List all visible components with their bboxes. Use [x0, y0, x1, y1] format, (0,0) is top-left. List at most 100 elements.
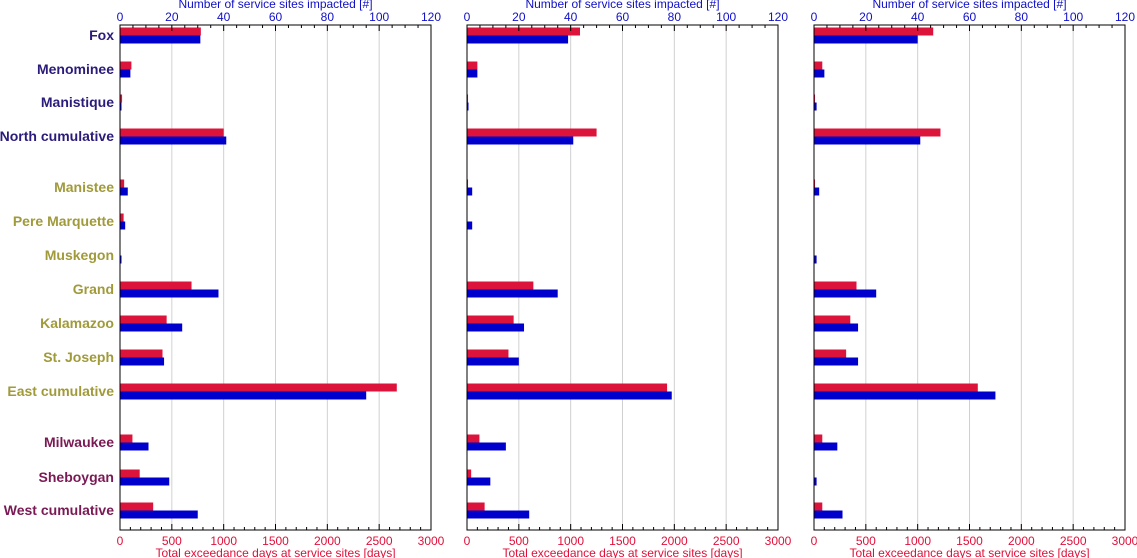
category-label: Manistique	[41, 94, 114, 110]
bar-sites	[120, 221, 126, 230]
x-axis-title-top: Number of service sites impacted [#]	[178, 0, 372, 11]
bar-days	[467, 179, 469, 188]
tick-label-bottom: 2500	[366, 534, 393, 548]
bar-sites	[814, 289, 877, 298]
tick-label-bottom: 1000	[904, 534, 931, 548]
bar-days	[120, 469, 140, 478]
tick-label-top: 100	[1063, 10, 1083, 24]
bar-days	[120, 61, 132, 70]
bar-sites	[814, 442, 838, 451]
bar-days	[120, 213, 124, 222]
bar-sites	[814, 323, 859, 332]
bar-sites	[120, 391, 367, 400]
bar-days	[467, 434, 480, 443]
bar-sites	[120, 255, 122, 264]
bar-days	[120, 94, 123, 103]
bar-sites	[120, 289, 219, 298]
bar-sites	[814, 477, 817, 486]
bar-sites	[120, 323, 183, 332]
category-label: Sheboygan	[39, 469, 114, 485]
category-label: St. Joseph	[43, 349, 114, 365]
tick-label-bottom: 500	[162, 534, 182, 548]
tick-label-bottom: 1500	[609, 534, 636, 548]
tick-label-top: 60	[616, 10, 630, 24]
tick-label-top: 0	[117, 10, 124, 24]
category-label: Fox	[89, 27, 114, 43]
category-label: East cumulative	[7, 383, 114, 399]
tick-label-bottom: 1000	[557, 534, 584, 548]
tick-label-bottom: 1500	[956, 534, 983, 548]
bar-sites	[814, 510, 843, 519]
tick-label-bottom: 500	[509, 534, 529, 548]
category-label: Manistee	[54, 179, 114, 195]
tick-label-top: 20	[512, 10, 526, 24]
bar-days	[120, 27, 201, 36]
bar-sites	[120, 442, 149, 451]
bar-days	[120, 179, 125, 188]
bar-sites	[120, 357, 165, 366]
tick-label-top: 100	[716, 10, 736, 24]
bar-days	[467, 281, 534, 290]
tick-label-bottom: 3000	[1112, 534, 1137, 548]
x-axis-title-bottom: Total exceedance days at service sites […	[155, 546, 395, 558]
category-label: Grand	[73, 281, 114, 297]
bar-sites	[814, 69, 825, 78]
tick-label-top: 120	[1115, 10, 1135, 24]
tick-label-top: 20	[859, 10, 873, 24]
bar-sites	[467, 35, 569, 44]
tick-label-top: 120	[421, 10, 441, 24]
tick-label-bottom: 3000	[418, 534, 445, 548]
bar-sites	[120, 187, 128, 196]
bar-days	[467, 94, 469, 103]
bar-days	[814, 61, 823, 70]
bar-sites	[814, 136, 921, 145]
tick-label-top: 120	[768, 10, 788, 24]
bar-sites	[467, 102, 469, 111]
bar-sites	[814, 255, 817, 264]
bar-sites	[814, 102, 817, 111]
category-label: Milwaukee	[44, 434, 114, 450]
tick-label-bottom: 1500	[262, 534, 289, 548]
bar-days	[120, 434, 133, 443]
tick-label-top: 60	[269, 10, 283, 24]
tick-label-top: 80	[668, 10, 682, 24]
bar-days	[467, 128, 597, 137]
bar-sites	[120, 69, 131, 78]
bar-sites	[467, 477, 491, 486]
bar-sites	[467, 323, 525, 332]
bar-days	[814, 27, 934, 36]
x-axis-title-bottom: Total exceedance days at service sites […	[502, 546, 742, 558]
bar-days	[814, 502, 823, 511]
bar-sites	[467, 69, 478, 78]
tick-label-top: 40	[564, 10, 578, 24]
bar-days	[467, 502, 485, 511]
bar-sites	[814, 357, 859, 366]
bar-sites	[120, 102, 122, 111]
bar-days	[814, 315, 851, 324]
tick-label-bottom: 1000	[210, 534, 237, 548]
bar-days	[467, 61, 478, 70]
tick-label-bottom: 500	[856, 534, 876, 548]
category-label: Pere Marquette	[13, 213, 114, 229]
bar-days	[814, 349, 847, 358]
tick-label-bottom: 0	[117, 534, 124, 548]
x-axis-title-bottom: Total exceedance days at service sites […	[849, 546, 1089, 558]
category-label: North cumulative	[0, 128, 114, 144]
bar-days	[814, 281, 857, 290]
tick-label-bottom: 2500	[1060, 534, 1087, 548]
tick-label-bottom: 3000	[765, 534, 792, 548]
bar-sites	[467, 136, 574, 145]
bar-sites	[120, 510, 198, 519]
tick-label-bottom: 2000	[1008, 534, 1035, 548]
bar-days	[467, 315, 514, 324]
bar-sites	[467, 391, 672, 400]
bar-sites	[467, 289, 558, 298]
category-label: Kalamazoo	[40, 315, 114, 331]
tick-label-top: 80	[321, 10, 335, 24]
bar-sites	[467, 510, 530, 519]
tick-label-top: 0	[464, 10, 471, 24]
bar-sites	[814, 391, 996, 400]
tick-label-top: 80	[1015, 10, 1029, 24]
bar-sites	[467, 221, 473, 230]
bar-sites	[120, 35, 201, 44]
